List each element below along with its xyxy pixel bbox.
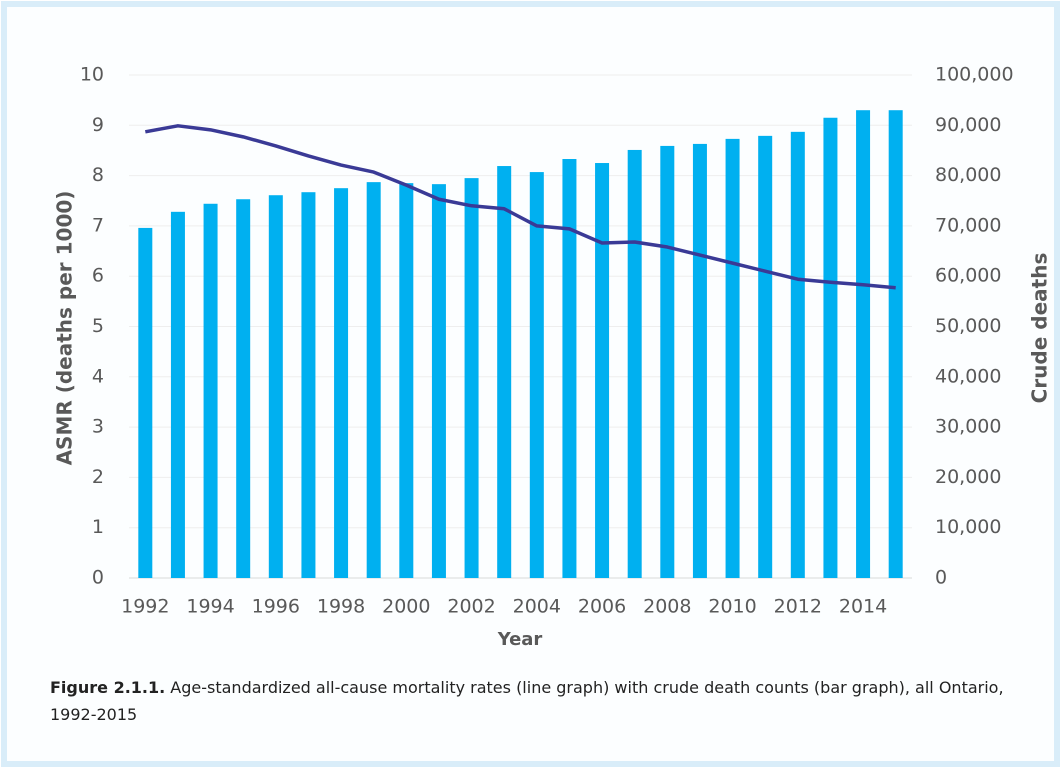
x-tick-label: 2002 (447, 596, 495, 618)
y-tick-label: 8 (92, 164, 104, 186)
bar (660, 145, 675, 578)
bar (529, 172, 544, 579)
y2-tick-label: 60,000 (935, 265, 1001, 287)
y-tick-label: 2 (92, 466, 104, 488)
y2-tick-label: 40,000 (935, 365, 1001, 387)
bar (856, 110, 871, 579)
y2-tick-label: 90,000 (935, 114, 1001, 136)
bar (268, 195, 283, 579)
y2-tick-label: 100,000 (935, 64, 1014, 86)
y2-tick-label: 70,000 (935, 214, 1001, 236)
x-tick-label: 2008 (643, 596, 691, 618)
x-axis-title: Year (497, 629, 543, 650)
bar (758, 135, 773, 578)
bar (236, 199, 251, 578)
bar (399, 183, 414, 578)
x-tick-label: 2006 (578, 596, 626, 618)
caption: Figure 2.1.1. Age-standardized all-cause… (50, 674, 1030, 728)
x-tick-label: 1996 (252, 596, 300, 618)
y-tick-label: 9 (92, 114, 104, 136)
y-tick-label: 5 (92, 315, 104, 337)
y2-tick-label: 30,000 (935, 416, 1001, 438)
y-tick-label: 1 (92, 516, 104, 538)
y-tick-label: 6 (92, 265, 104, 287)
y-tick-label: 10 (80, 64, 104, 86)
x-tick-label: 1998 (317, 596, 365, 618)
bar (595, 163, 610, 578)
x-tick-label: 1994 (186, 596, 234, 618)
y2-axis-title: Crude deaths (1028, 253, 1052, 404)
x-tick-label: 1992 (121, 596, 169, 618)
line (144, 124, 896, 290)
y-tick-label: 0 (92, 567, 104, 589)
bar (497, 166, 512, 578)
bar (627, 149, 642, 578)
y-tick-label: 4 (92, 365, 104, 387)
x-tick-label: 2012 (774, 596, 822, 618)
caption-text: Age-standardized all-cause mortality rat… (50, 678, 1004, 724)
y-axis-title: ASMR (deaths per 1000) (53, 191, 77, 466)
bar (203, 203, 218, 578)
bar (692, 143, 707, 578)
x-tick-label: 2004 (513, 596, 561, 618)
bar (888, 110, 903, 579)
bar (138, 227, 153, 579)
bar (301, 192, 316, 578)
y2-tick-label: 20,000 (935, 466, 1001, 488)
bar (725, 138, 740, 579)
y-tick-label: 3 (92, 416, 104, 438)
bar (790, 131, 805, 579)
bar (823, 117, 838, 578)
y2-tick-label: 10,000 (935, 516, 1001, 538)
y2-tick-label: 80,000 (935, 164, 1001, 186)
bar (464, 178, 479, 579)
bar (431, 184, 446, 578)
x-tick-label: 2000 (382, 596, 430, 618)
bar (366, 182, 381, 578)
x-tick-label: 2010 (708, 596, 756, 618)
bar (334, 188, 349, 579)
x-tick-label: 2014 (839, 596, 887, 618)
y2-tick-label: 0 (935, 567, 947, 589)
bar (562, 159, 577, 578)
bar (170, 211, 185, 579)
caption-label: Figure 2.1.1. (50, 678, 166, 697)
y2-tick-label: 50,000 (935, 315, 1001, 337)
y-tick-label: 7 (92, 214, 104, 236)
